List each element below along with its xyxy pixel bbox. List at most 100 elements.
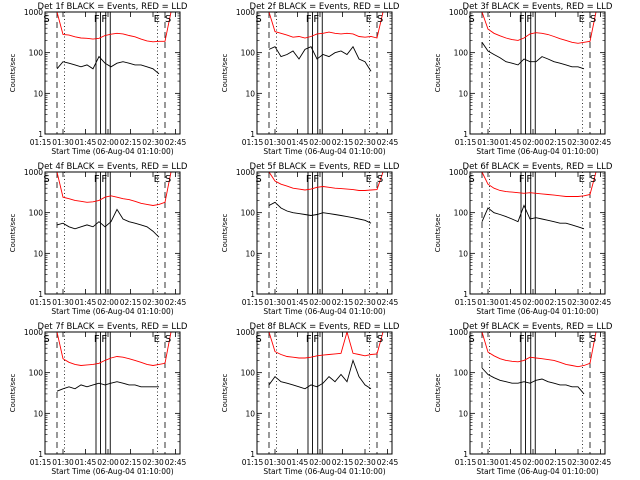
x-axis-label: Start Time (06-Aug-04 01:10:00) xyxy=(51,147,173,156)
y-tick-label: 1000 xyxy=(236,8,255,17)
x-axis-label: Start Time (06-Aug-04 01:10:00) xyxy=(476,307,598,316)
phase-marker-label: S xyxy=(377,14,383,25)
chart-title: Det 2f BLACK = Events, RED = LLD xyxy=(250,2,400,12)
phase-marker-label: S xyxy=(590,334,596,345)
phase-marker-label: S xyxy=(255,174,261,185)
chart-title: Det 7f BLACK = Events, RED = LLD xyxy=(38,322,188,332)
plot-frame xyxy=(256,11,393,135)
phase-marker-label: F xyxy=(526,334,532,345)
chart-panel: Det 6f BLACK = Events, RED = LLD 1 10 100 10… xyxy=(434,162,613,316)
phase-marker-label: F xyxy=(526,174,532,185)
phase-marker-label: F xyxy=(526,14,532,25)
lld-series-line xyxy=(257,12,389,39)
phase-marker-label: S xyxy=(43,174,49,185)
phase-marker-label: F xyxy=(313,174,319,185)
x-tick-label: 02:00 xyxy=(97,458,119,467)
phase-marker-label: E xyxy=(579,14,585,25)
x-tick-label: 01:45 xyxy=(75,458,97,467)
x-tick-label: 01:45 xyxy=(287,298,309,307)
phase-marker-label: S xyxy=(590,14,596,25)
chart-title: Det 8f BLACK = Events, RED = LLD xyxy=(250,322,400,332)
x-tick-label: 02:15 xyxy=(120,298,142,307)
plot-frame xyxy=(44,11,181,135)
y-tick-label: 10 xyxy=(33,89,43,98)
x-tick-label: 02:45 xyxy=(165,458,187,467)
events-series-line xyxy=(481,204,585,230)
x-tick-label: 01:30 xyxy=(52,298,74,307)
plot-frame xyxy=(256,331,393,455)
y-tick-label: 1 xyxy=(250,450,255,459)
x-axis-label: Start Time (06-Aug-04 01:10:00) xyxy=(263,147,385,156)
y-axis-label: Counts/sec xyxy=(221,374,229,413)
chart-panel: Det 9f BLACK = Events, RED = LLD 1 10 100 10… xyxy=(434,322,613,476)
x-tick-label: 01:45 xyxy=(75,138,97,147)
phase-marker-label: E xyxy=(366,174,372,185)
phase-marker-label: S xyxy=(255,334,261,345)
x-tick-label: 01:30 xyxy=(264,298,286,307)
chart-panel: Det 3f BLACK = Events, RED = LLD 1 10 100 10… xyxy=(434,2,613,156)
y-tick-label: 1000 xyxy=(449,328,468,337)
y-tick-label: 1000 xyxy=(449,8,468,17)
y-tick-label: 10 xyxy=(245,249,255,258)
y-tick-label: 1000 xyxy=(24,168,43,177)
y-axis-label: Counts/sec xyxy=(9,54,17,93)
x-tick-label: 02:45 xyxy=(377,298,399,307)
phase-marker-label: E xyxy=(366,14,372,25)
y-tick-label: 1 xyxy=(38,290,43,299)
lld-series-line xyxy=(470,12,602,44)
chart-panel: Det 4f BLACK = Events, RED = LLD 1 10 100 10… xyxy=(9,162,188,316)
y-tick-label: 1 xyxy=(463,290,468,299)
phase-marker-label: F xyxy=(94,334,100,345)
phase-marker-label: F xyxy=(101,14,107,25)
y-tick-label: 10 xyxy=(245,89,255,98)
chart-panel: Det 7f BLACK = Events, RED = LLD 1 10 100 10… xyxy=(9,322,188,476)
events-series-line xyxy=(56,208,160,238)
y-tick-label: 100 xyxy=(241,49,256,58)
x-axis-label: Start Time (06-Aug-04 01:10:00) xyxy=(263,467,385,476)
lld-series-line xyxy=(257,332,389,359)
phase-marker-label: S xyxy=(255,14,261,25)
phase-marker-label: E xyxy=(154,174,160,185)
x-tick-label: 02:15 xyxy=(332,458,354,467)
x-tick-label: 02:30 xyxy=(354,298,376,307)
x-tick-label: 01:30 xyxy=(52,458,74,467)
x-tick-label: 01:15 xyxy=(455,458,477,467)
x-tick-label: 01:45 xyxy=(287,138,309,147)
chart-title: Det 4f BLACK = Events, RED = LLD xyxy=(38,162,188,172)
x-tick-label: 01:30 xyxy=(264,458,286,467)
phase-marker-label: F xyxy=(313,14,319,25)
x-tick-label: 01:15 xyxy=(242,138,264,147)
y-axis-label: Counts/sec xyxy=(9,214,17,253)
plot-frame xyxy=(44,171,181,295)
x-tick-label: 01:45 xyxy=(287,458,309,467)
phase-marker-label: F xyxy=(313,334,319,345)
x-tick-label: 02:45 xyxy=(165,138,187,147)
x-tick-label: 02:30 xyxy=(567,298,589,307)
chart-panel: Det 1f BLACK = Events, RED = LLD 1 10 100 10… xyxy=(9,2,188,156)
chart-title: Det 3f BLACK = Events, RED = LLD xyxy=(463,2,613,12)
y-tick-label: 100 xyxy=(241,369,256,378)
x-tick-label: 01:45 xyxy=(500,458,522,467)
x-tick-label: 02:30 xyxy=(354,458,376,467)
y-tick-label: 100 xyxy=(29,369,44,378)
lld-series-line xyxy=(45,332,177,366)
phase-marker-label: S xyxy=(468,334,474,345)
phase-marker-label: S xyxy=(468,14,474,25)
x-tick-label: 02:00 xyxy=(97,298,119,307)
y-tick-label: 1 xyxy=(38,130,43,139)
x-tick-label: 02:45 xyxy=(590,458,612,467)
y-tick-label: 100 xyxy=(454,369,469,378)
phase-marker-label: F xyxy=(306,334,312,345)
phase-marker-label: E xyxy=(154,334,160,345)
x-tick-label: 01:15 xyxy=(242,298,264,307)
x-tick-label: 02:30 xyxy=(354,138,376,147)
events-series-line xyxy=(268,358,372,390)
phase-marker-label: S xyxy=(165,14,171,25)
phase-marker-label: S xyxy=(468,174,474,185)
x-tick-label: 02:15 xyxy=(120,458,142,467)
x-tick-label: 02:45 xyxy=(377,138,399,147)
y-axis-label: Counts/sec xyxy=(221,54,229,93)
x-axis-label: Start Time (06-Aug-04 01:10:00) xyxy=(51,307,173,316)
phase-marker-label: F xyxy=(94,174,100,185)
